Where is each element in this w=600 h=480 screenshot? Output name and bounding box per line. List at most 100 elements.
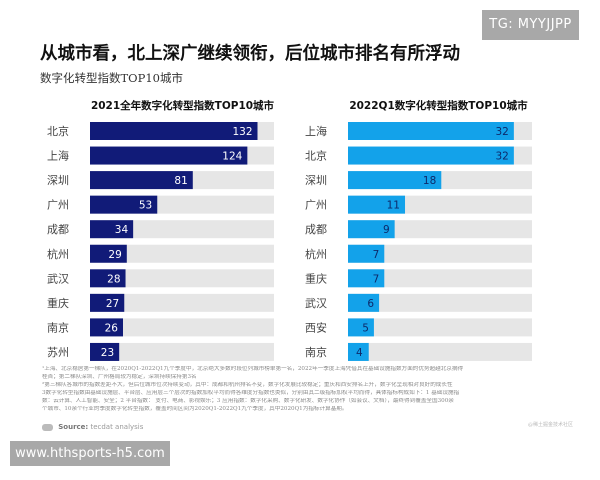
category-label: 广州 (47, 199, 69, 212)
page-subtitle: 数字化转型指数TOP10城市 (40, 71, 183, 85)
bar (348, 220, 395, 239)
bar (348, 171, 442, 190)
category-label: 北京 (305, 149, 327, 163)
bar (348, 146, 514, 165)
data-label: 132 (232, 126, 252, 138)
data-label: 32 (495, 151, 508, 163)
footnote-line: 数：云计算、人工智能、安全；2 平台指数： 支付、电商、影视娱乐；3 应用指数：… (42, 397, 454, 404)
bar-row: 广州 11 (305, 195, 532, 214)
bar (90, 146, 248, 165)
site-watermark: www.hthsports-h5.com (10, 441, 170, 466)
category-label: 杭州 (305, 247, 327, 261)
bar-row: 广州 53 (47, 195, 274, 214)
category-label: 南京 (305, 345, 327, 359)
page-title: 从城市看，北上深广继续领衔，后位城市排名有所浮动 (40, 44, 460, 64)
data-label: 34 (115, 224, 129, 236)
data-label: 124 (222, 151, 242, 163)
bar (90, 171, 193, 190)
bar-track (348, 269, 532, 288)
left-chart: 北京 132 上海 124 深圳 81 广州 53 成都 34 杭州 29 武汉 28 重庆 27 南京 26 苏州… (47, 122, 274, 361)
category-label: 成都 (305, 223, 327, 236)
data-label: 28 (107, 273, 120, 285)
bar-row: 上海 124 (47, 146, 274, 165)
data-label: 7 (373, 249, 380, 261)
footnote-line: ²第三梯队各城市的指数差距不大，但后位城市位次持续变动，其中：成都和杭州排名不变… (42, 381, 453, 388)
bar-row: 北京 132 (47, 122, 274, 140)
bar-track (90, 293, 274, 312)
source-logo-icon (42, 423, 53, 431)
data-label: 32 (495, 126, 508, 138)
bar-row: 成都 34 (47, 220, 274, 239)
data-label: 53 (139, 200, 152, 212)
bar-row: 西安 5 (305, 318, 532, 337)
bar-track (348, 342, 532, 361)
data-label: 27 (106, 298, 119, 310)
category-label: 重庆 (305, 271, 327, 285)
bar (348, 293, 380, 312)
bar-row: 杭州 29 (47, 244, 274, 263)
data-label: 9 (383, 224, 390, 236)
category-label: 上海 (305, 124, 327, 138)
right-chart-title: 2022Q1数字化转型指数TOP10城市 (349, 100, 528, 112)
data-label: 29 (108, 249, 121, 261)
left-chart-title: 2021全年数字化转型指数TOP10城市 (90, 100, 275, 112)
source-line: Source: tecdat analysis (42, 423, 143, 431)
category-label: 成都 (47, 223, 69, 236)
data-label: 23 (101, 347, 114, 359)
bar-row: 成都 9 (305, 220, 532, 239)
bar (90, 220, 134, 239)
data-label: 18 (423, 175, 436, 187)
footnote-line: 桂首；第二梯队深圳、广州格局较为稳定，深圳持续保持第3名 (42, 373, 197, 380)
bar-track (90, 342, 274, 361)
bar-track (90, 269, 274, 288)
bar-track (90, 244, 274, 263)
bar-row: 杭州 7 (305, 244, 532, 263)
bar-row: 南京 4 (305, 342, 532, 361)
data-label: 4 (356, 347, 363, 359)
category-label: 广州 (305, 199, 327, 212)
data-label: 5 (362, 322, 369, 334)
category-label: 上海 (47, 149, 69, 163)
bar-row: 苏州 23 (47, 342, 274, 361)
bar-row: 深圳 18 (305, 171, 532, 190)
source-text: tecdat analysis (90, 423, 144, 431)
bar (348, 244, 385, 263)
category-label: 武汉 (47, 272, 69, 285)
bar (348, 269, 385, 288)
category-label: 深圳 (47, 174, 69, 187)
bar (348, 122, 514, 140)
category-label: 北京 (47, 124, 69, 138)
footnote-line: ¹上海、北京稳居第一梯队，在2020Q1-2022Q1九个季度中，北京绝大多数时… (42, 366, 464, 372)
bar-track (348, 293, 532, 312)
footnote-line: 3数字化转型指数由基础设施层、平台层、应用层三个层次的指数加权平均而得各维度分指… (42, 389, 460, 396)
right-chart: 上海 32 北京 32 深圳 18 广州 11 成都 9 杭州 7 重庆 7 武汉 6 西安 5 南京 4 (305, 122, 532, 361)
bar-track (348, 244, 532, 263)
data-label: 6 (367, 298, 374, 310)
bar (90, 244, 127, 263)
bar-track (90, 220, 274, 239)
category-label: 杭州 (47, 247, 69, 261)
bar (348, 342, 369, 361)
bar (90, 293, 125, 312)
category-label: 南京 (47, 320, 69, 334)
category-label: 重庆 (47, 296, 69, 310)
category-label: 西安 (305, 320, 327, 334)
bar (90, 195, 158, 214)
data-label: 7 (373, 273, 380, 285)
bar-row: 武汉 6 (305, 293, 532, 312)
bar-row: 深圳 81 (47, 171, 274, 190)
bar-row: 重庆 27 (47, 293, 274, 312)
category-label: 武汉 (305, 297, 327, 310)
footnotes: ¹上海、北京稳居第一梯队，在2020Q1-2022Q1九个季度中，北京绝大多数时… (42, 366, 557, 413)
bar (90, 318, 123, 337)
bar (90, 342, 120, 361)
data-label: 81 (174, 175, 187, 187)
bar (90, 269, 126, 288)
watermark-badge: TG: MYYJJPP (482, 10, 579, 40)
bar-row: 北京 32 (305, 146, 532, 165)
bar-row: 重庆 7 (305, 269, 532, 288)
bar (90, 122, 258, 140)
bar-row: 武汉 28 (47, 269, 274, 288)
category-label: 深圳 (305, 174, 327, 187)
